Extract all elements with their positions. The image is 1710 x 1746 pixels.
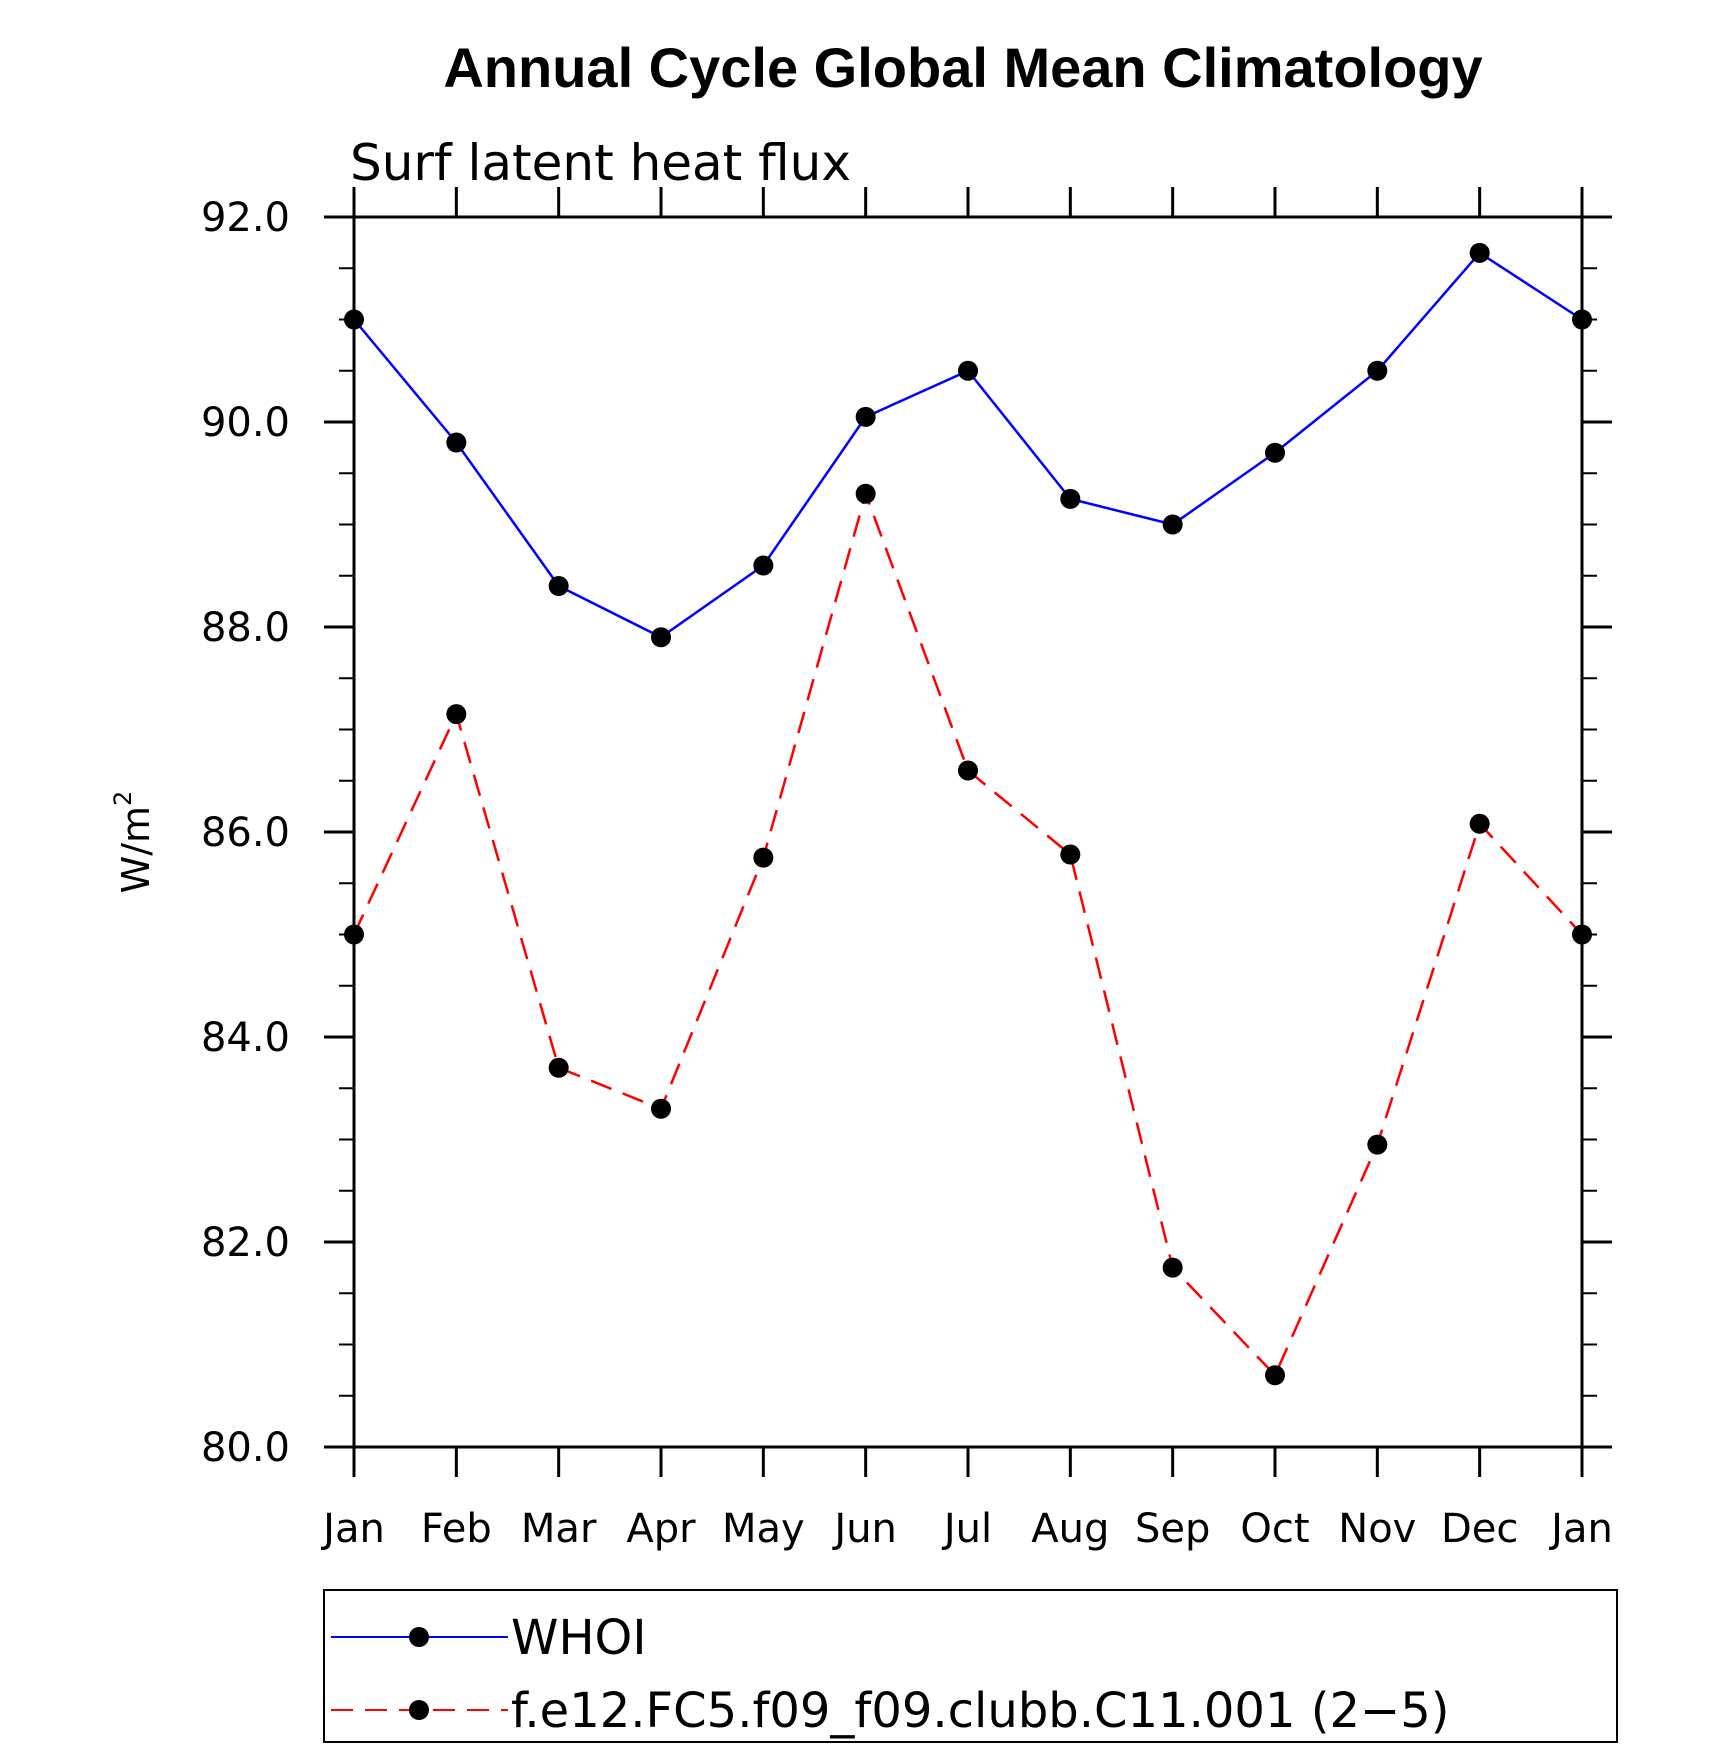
x-tick-label: Aug [1031, 1506, 1109, 1552]
legend-label-whoi: WHOI [511, 1610, 647, 1666]
x-tick-label: Sep [1135, 1506, 1210, 1552]
series-1-point [958, 760, 978, 781]
series-1-point [446, 704, 467, 725]
series-1-point [651, 1098, 671, 1119]
series-0-point [958, 360, 978, 381]
chart-title: Annual Cycle Global Mean Climatology [443, 36, 1482, 99]
legend-label-model: f.e12.FC5.f09_f09.clubb.C11.001 (2−5) [511, 1683, 1449, 1739]
x-tick-label: Apr [626, 1506, 696, 1552]
series-markers [344, 242, 1592, 1386]
y-tick-label: 90.0 [201, 400, 290, 446]
x-tick-label: Feb [421, 1506, 492, 1552]
y-axis-label: W/m2 [109, 791, 158, 894]
x-tick-label: Jun [831, 1506, 897, 1552]
series-1-point [1572, 924, 1592, 945]
series-0-point [753, 555, 774, 576]
axes: 80.0 82.0 84.0 86.0 88.0 90.0 92.0 Jan Feb Mar Apr… [201, 187, 1613, 1552]
legend-marker-model [409, 1700, 429, 1720]
series-line-0 [353, 251, 1583, 639]
series-1-point [1060, 844, 1081, 865]
series-lines [352, 251, 1583, 1378]
series-0-point [1572, 309, 1592, 330]
x-tick-label: Jan [1548, 1506, 1613, 1552]
series-0-point [651, 627, 671, 648]
chart-subtitle: Surf latent heat flux [350, 134, 851, 192]
x-tick-label: Mar [521, 1506, 597, 1552]
x-tick-label: Oct [1240, 1506, 1309, 1552]
legend-box [323, 1589, 1618, 1743]
y-tick-label: 80.0 [201, 1425, 290, 1471]
series-1-point [344, 924, 364, 945]
legend: WHOI f.e12.FC5.f09_f09.clubb.C11.001 (2−… [323, 1589, 1618, 1743]
series-1-point [1265, 1365, 1285, 1386]
series-0-point [1060, 488, 1081, 509]
series-1-point [1162, 1257, 1183, 1278]
x-tick-label: Nov [1338, 1506, 1416, 1552]
series-1-point [1367, 1134, 1388, 1155]
y-tick-label: 92.0 [201, 195, 290, 241]
series-line-1 [352, 489, 1583, 1378]
series-0-point [344, 309, 364, 330]
y-tick-label: 88.0 [201, 605, 290, 651]
legend-marker-whoi [409, 1627, 429, 1647]
x-tick-label: Jul [941, 1506, 992, 1552]
series-0-point [855, 406, 876, 427]
series-1-point [548, 1057, 569, 1078]
y-tick-label: 82.0 [201, 1220, 290, 1266]
x-tick-label: Jan [320, 1506, 385, 1552]
y-tick-label: 86.0 [201, 810, 290, 856]
series-1-point [753, 847, 774, 868]
series-0-point [1367, 360, 1388, 381]
series-0-point [1469, 242, 1490, 263]
series-0-point [1265, 442, 1285, 463]
series-0-point [1162, 514, 1183, 535]
x-tick-label: Dec [1441, 1506, 1518, 1552]
series-0-point [446, 432, 467, 453]
x-tick-label: May [722, 1506, 805, 1552]
series-1-point [1469, 813, 1490, 834]
y-tick-label: 84.0 [201, 1015, 290, 1061]
series-1-point [855, 483, 876, 504]
plot-frame [352, 215, 1584, 1449]
series-0-point [548, 576, 569, 596]
